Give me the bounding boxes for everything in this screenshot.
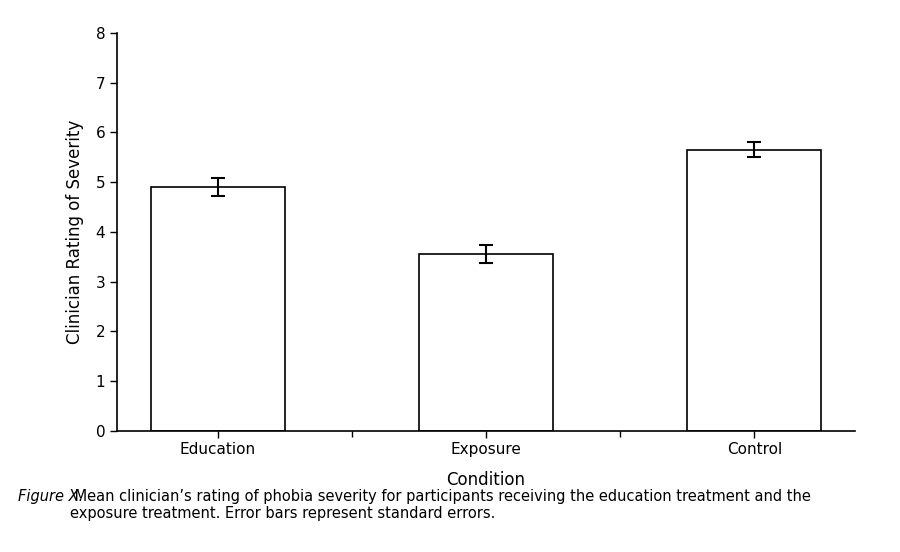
Text: Figure X.: Figure X. [18, 489, 83, 503]
Bar [150, 187, 284, 431]
Text: Mean clinician’s rating of phobia severity for participants receiving the educat: Mean clinician’s rating of phobia severi… [70, 489, 811, 521]
Bar [418, 254, 554, 431]
Y-axis label: Clinician Rating of Severity: Clinician Rating of Severity [67, 120, 85, 344]
X-axis label: Condition: Condition [446, 471, 526, 489]
Bar [688, 150, 822, 431]
